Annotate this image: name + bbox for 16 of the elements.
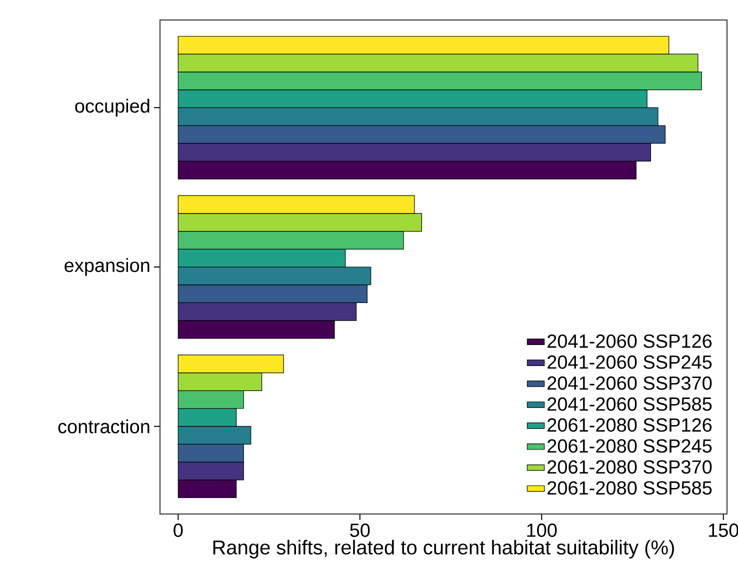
x-tick-label: 50 xyxy=(350,524,370,537)
x-axis-title: Range shifts, related to current habitat suitability (%) xyxy=(213,540,674,558)
x-tick-label: 0 xyxy=(174,524,183,537)
y-tick-label: expansion xyxy=(64,258,150,276)
legend-label: 2041-2060 SSP585 xyxy=(548,397,712,411)
legend-label: 2061-2080 SSP585 xyxy=(548,481,712,495)
legend-label: 2061-2080 SSP126 xyxy=(548,418,712,432)
legend-label: 2061-2080 SSP370 xyxy=(548,460,712,474)
legend-label: 2041-2060 SSP370 xyxy=(548,376,712,390)
legend-label: 2041-2060 SSP245 xyxy=(548,355,712,369)
y-tick-label: contraction xyxy=(58,419,150,434)
x-tick-label: 150 xyxy=(708,524,738,537)
legend-label: 2041-2060 SSP126 xyxy=(548,334,712,348)
y-tick-label: occupied xyxy=(75,98,150,116)
x-tick-label: 100 xyxy=(527,524,557,537)
legend-label: 2061-2080 SSP245 xyxy=(548,439,712,453)
